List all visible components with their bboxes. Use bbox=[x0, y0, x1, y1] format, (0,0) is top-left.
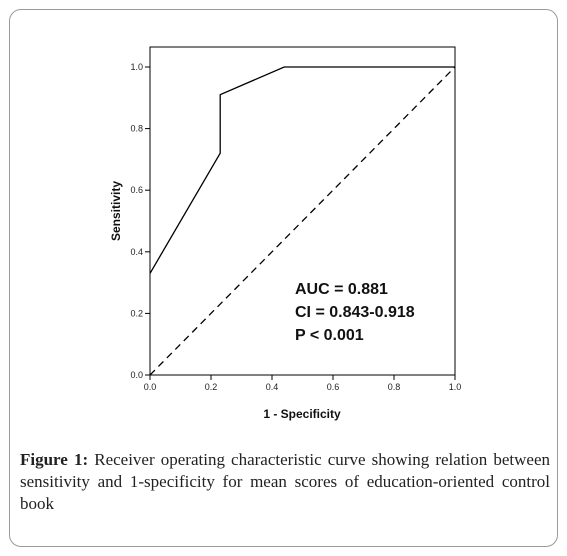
reference-diagonal-line bbox=[149, 66, 456, 376]
y-tick-label: 1.0 bbox=[130, 62, 143, 72]
caption-label: Figure 1: bbox=[20, 450, 89, 469]
y-axis: 0.0 0.2 0.4 0.6 0.8 1.0 bbox=[130, 62, 150, 380]
caption-text: Receiver operating characteristic curve … bbox=[20, 450, 550, 513]
roc-curve-line bbox=[149, 66, 455, 274]
y-tick-label: 0.2 bbox=[130, 308, 143, 318]
x-tick-label: 1.0 bbox=[449, 382, 462, 392]
x-tick-label: 0.0 bbox=[144, 382, 157, 392]
x-tick-label: 0.2 bbox=[205, 382, 218, 392]
plot-frame bbox=[149, 46, 456, 376]
roc-chart: 0.0 0.2 0.4 0.6 0.8 1.0 0.0 0.2 0.4 0.6 0.8 1.0 1 … bbox=[109, 46, 462, 421]
figure-caption: Figure 1: Receiver operating characteris… bbox=[20, 449, 550, 515]
x-axis: 0.0 0.2 0.4 0.6 0.8 1.0 bbox=[144, 375, 462, 392]
annotation-p-value: P < 0.001 bbox=[295, 327, 364, 344]
y-tick-label: 0.4 bbox=[130, 247, 143, 257]
y-tick-label: 0.0 bbox=[130, 370, 143, 380]
y-axis-title: Sensitivity bbox=[109, 181, 123, 241]
x-axis-title: 1 - Specificity bbox=[263, 407, 341, 421]
annotation-ci: CI = 0.843-0.918 bbox=[295, 304, 415, 321]
annotation-auc: AUC = 0.881 bbox=[295, 281, 388, 298]
series-layer bbox=[149, 66, 456, 376]
x-tick-label: 0.6 bbox=[327, 382, 340, 392]
x-tick-label: 0.8 bbox=[388, 382, 401, 392]
x-tick-label: 0.4 bbox=[266, 382, 279, 392]
y-tick-label: 0.6 bbox=[130, 185, 143, 195]
y-tick-label: 0.8 bbox=[130, 124, 143, 134]
